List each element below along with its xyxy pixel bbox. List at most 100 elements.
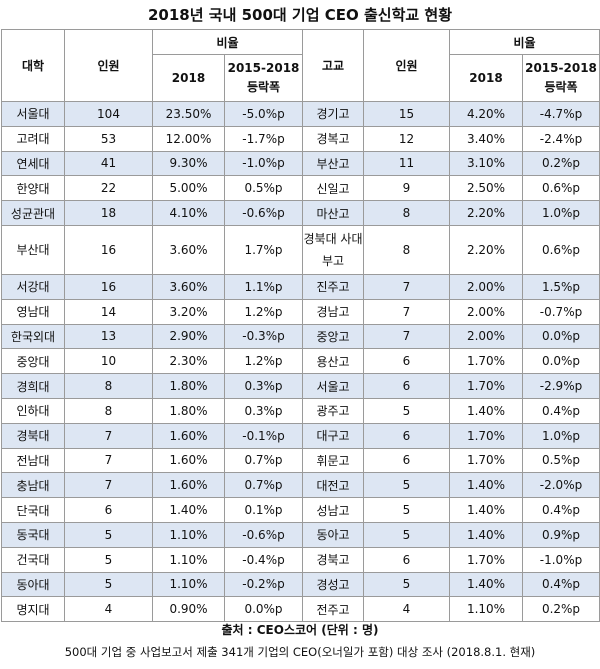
hs-change: 0.0%p (522, 348, 600, 375)
univ-name: 부산대 (1, 224, 65, 275)
ceo-school-table: 대학 인원 비율 고교 인원 비율 2018 2015-2018 등락폭 2018… (1, 29, 600, 623)
hs-name: 경기고 (302, 101, 364, 127)
survey-note: 500대 기업 중 사업보고서 제출 341개 기업의 CEO(오너일가 포함)… (64, 645, 536, 659)
header-hs-change: 2015-2018 등락폭 (522, 54, 600, 102)
hs-change: 0.4%p (522, 397, 600, 424)
univ-ratio-2018: 23.50% (152, 101, 225, 127)
table-title: 2018년 국내 500대 기업 CEO 출신학교 현황 (148, 6, 452, 24)
hs-ratio-2018: 1.70% (449, 447, 523, 474)
hs-name: 진주고 (302, 273, 364, 300)
hs-change: 0.2%p (522, 596, 600, 623)
hs-change: 0.4%p (522, 497, 600, 523)
univ-name: 연세대 (1, 150, 65, 177)
hs-ratio-2018: 1.40% (449, 571, 523, 598)
univ-ratio-2018: 5.00% (152, 175, 225, 202)
univ-ratio-2018: 2.30% (152, 348, 225, 375)
univ-ratio-2018: 1.80% (152, 373, 225, 399)
univ-name: 경희대 (1, 373, 65, 399)
table-row: 한국외대 13 2.90% -0.3%p 중앙고 7 2.00% 0.0%p (1, 323, 600, 350)
univ-count: 104 (64, 101, 153, 127)
hs-name: 대구고 (302, 422, 364, 449)
table-row: 서강대 16 3.60% 1.1%p 진주고 7 2.00% 1.5%p (1, 273, 600, 300)
univ-count: 5 (64, 521, 153, 548)
table-row: 서울대 104 23.50% -5.0%p 경기고 15 4.20% -4.7%p (1, 101, 600, 127)
hs-ratio-2018: 1.70% (449, 422, 523, 449)
univ-change: -0.1%p (224, 422, 303, 449)
header-univ-ratio: 비율 (152, 29, 303, 55)
hs-change: 0.6%p (522, 224, 600, 275)
univ-count: 8 (64, 373, 153, 399)
table-row: 동아대 5 1.10% -0.2%p 경성고 5 1.40% 0.4%p (1, 571, 600, 598)
hs-ratio-2018: 3.40% (449, 125, 523, 152)
source-line: 출처 : CEO스코어 (단위 : 명) (221, 623, 379, 637)
table-row: 영남대 14 3.20% 1.2%p 경남고 7 2.00% -0.7%p (1, 298, 600, 325)
hs-ratio-2018: 1.10% (449, 596, 523, 623)
hs-change: 1.0%p (522, 200, 600, 226)
univ-change: 1.2%p (224, 348, 303, 375)
header-univ: 대학 (1, 29, 65, 102)
header-hs-2018: 2018 (449, 54, 523, 102)
hs-name: 성남고 (302, 497, 364, 523)
hs-ratio-2018: 2.00% (449, 298, 523, 325)
hs-change: 1.5%p (522, 273, 600, 300)
header-hs: 고교 (302, 29, 364, 102)
hs-ratio-2018: 2.20% (449, 224, 523, 275)
univ-count: 13 (64, 323, 153, 350)
hs-count: 4 (363, 596, 450, 623)
univ-change: -0.6%p (224, 200, 303, 226)
hs-count: 6 (363, 546, 450, 573)
hs-count: 15 (363, 101, 450, 127)
hs-count: 5 (363, 472, 450, 499)
hs-name: 경남고 (302, 298, 364, 325)
hs-count: 9 (363, 175, 450, 202)
univ-name: 한국외대 (1, 323, 65, 350)
table-row: 전남대 7 1.60% 0.7%p 휘문고 6 1.70% 0.5%p (1, 447, 600, 474)
univ-change: 1.1%p (224, 273, 303, 300)
univ-ratio-2018: 1.10% (152, 521, 225, 548)
hs-change: 0.5%p (522, 447, 600, 474)
univ-name: 영남대 (1, 298, 65, 325)
hs-count: 5 (363, 521, 450, 548)
hs-ratio-2018: 1.40% (449, 497, 523, 523)
hs-count: 6 (363, 373, 450, 399)
univ-ratio-2018: 9.30% (152, 150, 225, 177)
univ-ratio-2018: 3.20% (152, 298, 225, 325)
hs-count: 5 (363, 571, 450, 598)
univ-ratio-2018: 2.90% (152, 323, 225, 350)
univ-change: -0.3%p (224, 323, 303, 350)
univ-name: 단국대 (1, 497, 65, 523)
univ-name: 한양대 (1, 175, 65, 202)
univ-change: 0.3%p (224, 397, 303, 424)
univ-name: 인하대 (1, 397, 65, 424)
hs-change: -0.7%p (522, 298, 600, 325)
header-change-line1: 2015-2018 (525, 61, 597, 75)
hs-count: 7 (363, 323, 450, 350)
hs-name: 광주고 (302, 397, 364, 424)
univ-ratio-2018: 0.90% (152, 596, 225, 623)
hs-name: 중앙고 (302, 323, 364, 350)
univ-ratio-2018: 3.60% (152, 224, 225, 275)
table-row: 단국대 6 1.40% 0.1%p 성남고 5 1.40% 0.4%p (1, 497, 600, 523)
univ-count: 16 (64, 273, 153, 300)
hs-name: 전주고 (302, 596, 364, 623)
table-row: 고려대 53 12.00% -1.7%p 경복고 12 3.40% -2.4%p (1, 125, 600, 152)
hs-ratio-2018: 1.40% (449, 397, 523, 424)
hs-count: 5 (363, 497, 450, 523)
table-row: 부산대 16 3.60% 1.7%p 경북대 사대부고 8 2.20% 0.6%p (1, 224, 600, 275)
univ-name: 성균관대 (1, 200, 65, 226)
hs-change: -1.0%p (522, 546, 600, 573)
univ-name: 건국대 (1, 546, 65, 573)
table-row: 중앙대 10 2.30% 1.2%p 용산고 6 1.70% 0.0%p (1, 348, 600, 375)
univ-name: 명지대 (1, 596, 65, 623)
header-change-line1: 2015-2018 (227, 61, 300, 75)
hs-ratio-2018: 1.70% (449, 348, 523, 375)
univ-count: 8 (64, 397, 153, 424)
hs-count: 8 (363, 200, 450, 226)
univ-ratio-2018: 1.60% (152, 447, 225, 474)
table-row: 건국대 5 1.10% -0.4%p 경북고 6 1.70% -1.0%p (1, 546, 600, 573)
univ-change: 0.5%p (224, 175, 303, 202)
univ-ratio-2018: 1.10% (152, 546, 225, 573)
header-hs-count: 인원 (363, 29, 450, 102)
header-change-line2: 등락폭 (544, 80, 578, 94)
univ-change: 0.7%p (224, 447, 303, 474)
